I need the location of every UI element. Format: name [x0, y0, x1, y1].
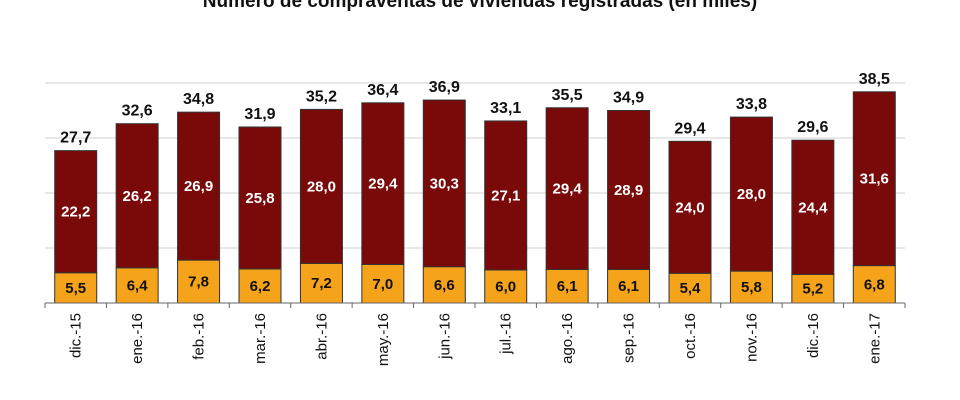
bottom-segment-label: 6,0 — [495, 279, 516, 296]
bottom-segment-label: 7,2 — [311, 275, 332, 292]
total-label: 27,7 — [60, 130, 91, 147]
bar-segment-bottom — [177, 259, 221, 304]
top-segment-label: 31,6 — [860, 171, 889, 188]
total-label: 34,8 — [183, 91, 214, 108]
gridlines — [45, 82, 905, 249]
bar-segment-top — [545, 107, 589, 270]
bar-segment-top — [791, 139, 835, 275]
category-label: nov.-16 — [743, 313, 760, 362]
bottom-segment-label: 6,2 — [250, 278, 271, 295]
chart-title: Número de compraventas de viviendas regi… — [202, 0, 758, 12]
top-segment-label: 28,0 — [307, 178, 336, 195]
bottom-segment-label: 5,4 — [680, 280, 702, 297]
bar-segment-top — [238, 126, 282, 270]
total-label: 31,9 — [244, 106, 275, 123]
bar-segment-top — [115, 123, 159, 269]
top-segment-label: 25,8 — [245, 190, 274, 207]
total-label: 33,8 — [736, 96, 767, 113]
bar-segment-bottom — [422, 266, 466, 304]
bar-segment-top — [607, 110, 651, 270]
total-label: 32,6 — [122, 103, 153, 120]
bar-segment-top — [361, 102, 405, 265]
total-label: 34,9 — [613, 90, 644, 107]
bar-segment-bottom — [729, 270, 773, 304]
top-segment-label: 27,1 — [491, 187, 520, 204]
bottom-segment-label: 7,8 — [188, 274, 209, 291]
category-label: feb.-16 — [191, 313, 208, 360]
top-segment-label: 29,4 — [368, 176, 398, 193]
category-label: abr.-16 — [313, 313, 330, 360]
bar-segment-top — [668, 140, 712, 274]
category-label: mar.-16 — [252, 313, 269, 364]
bar-segment-top — [422, 99, 466, 268]
bar-segment-top — [54, 150, 98, 274]
bottom-segment-label: 6,8 — [864, 276, 885, 293]
category-label: dic.-16 — [805, 313, 822, 358]
bottom-segment-label: 5,2 — [802, 281, 823, 298]
top-segment-label: 28,9 — [614, 182, 643, 199]
top-segment-label: 24,4 — [798, 199, 828, 216]
total-label: 38,5 — [859, 71, 890, 88]
total-label: 29,6 — [797, 119, 828, 136]
bottom-segment-label: 6,4 — [127, 277, 149, 294]
top-segment-label: 26,2 — [123, 188, 152, 205]
bar-segment-bottom — [361, 264, 405, 304]
category-label: oct.-16 — [682, 313, 699, 359]
category-label: ene.-16 — [129, 313, 146, 364]
bottom-segment-label: 6,6 — [434, 277, 455, 294]
bar-segment-bottom — [238, 268, 282, 304]
top-segment-label: 26,9 — [184, 178, 213, 195]
bottom-segment-label: 6,1 — [618, 278, 639, 295]
total-label: 35,5 — [552, 87, 583, 104]
bottom-segment-label: 6,1 — [557, 278, 578, 295]
category-label: ene.-17 — [866, 313, 883, 364]
bar-segment-top — [177, 111, 221, 261]
bar-segment-top — [484, 120, 528, 271]
top-segment-label: 22,2 — [61, 204, 90, 221]
bars — [54, 91, 896, 304]
bottom-segment-label: 5,5 — [65, 280, 86, 297]
total-label: 36,9 — [429, 79, 460, 96]
bottom-segment-label: 7,0 — [372, 276, 393, 293]
total-label: 36,4 — [367, 82, 398, 99]
bar-segment-top — [729, 116, 773, 272]
category-label: jul.-16 — [498, 313, 515, 355]
total-label: 35,2 — [306, 88, 337, 105]
bar-segment-top — [852, 91, 896, 267]
x-axis: dic.-15 ene.-16 feb.-16 mar.-16 abr.-16 may.-… — [44, 302, 906, 366]
data-labels: 5,5 22,2 27,7 6,4 26,2 32,6 7,8 26,9 34,8 6,2 25,8… — [60, 71, 890, 298]
category-label: ago.-16 — [559, 313, 576, 364]
top-segment-label: 30,3 — [430, 175, 459, 192]
category-label: jun.-16 — [436, 313, 453, 360]
total-label: 33,1 — [490, 100, 521, 117]
category-label: dic.-15 — [68, 313, 85, 358]
category-label: may.-16 — [375, 313, 392, 366]
bar-segment-top — [299, 108, 343, 264]
top-segment-label: 24,0 — [675, 199, 704, 216]
total-label: 29,4 — [674, 120, 705, 137]
top-segment-label: 28,0 — [737, 186, 766, 203]
bottom-segment-label: 5,8 — [741, 279, 762, 296]
category-label: sep.-16 — [621, 313, 638, 363]
top-segment-label: 29,4 — [553, 181, 583, 198]
